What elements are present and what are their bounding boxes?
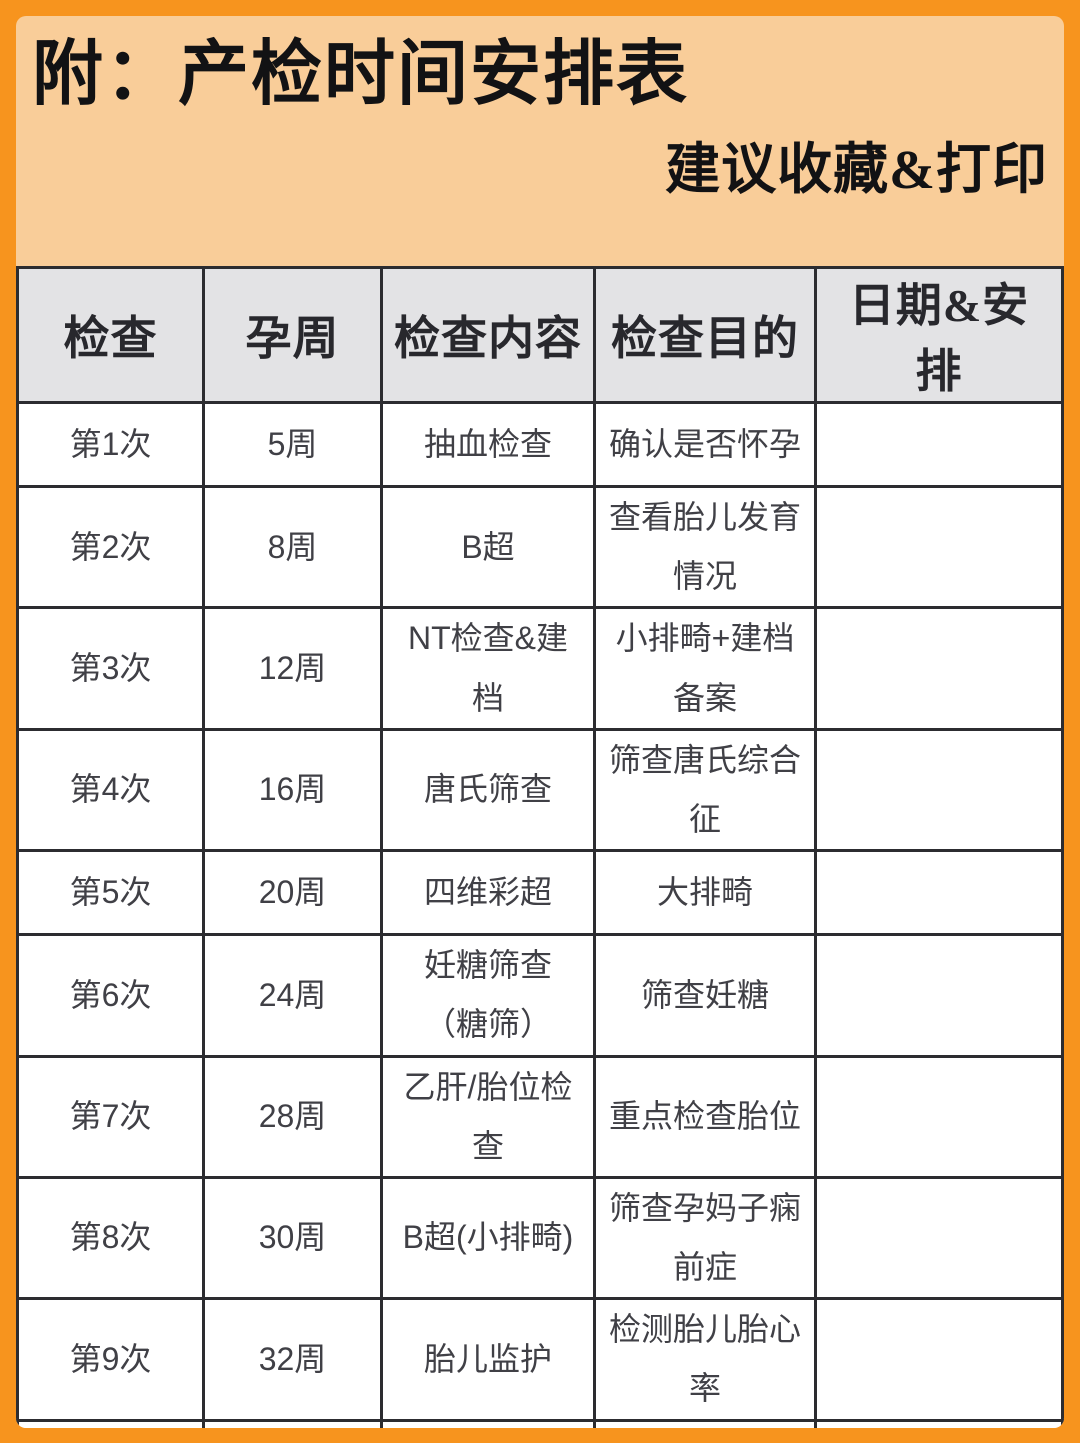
cell-checkup-no: 第7次 [16,1054,205,1179]
table-row: 第8次 30周 B超(小排畸) 筛查孕妈子痫前症 [16,1175,1064,1301]
col-header-content: 检查内容 [380,266,596,404]
cell-date [814,484,1064,610]
cell-week: 30周 [202,1175,383,1301]
cell-date [814,727,1064,853]
cell-content: 抽血检查 [380,401,596,488]
page-subtitle: 建议收藏&打印 [665,139,1048,201]
cell-week: 5周 [202,401,383,488]
cell-content: B超(小排畸) [380,1175,596,1301]
cell-week: 28周 [202,1054,383,1179]
header-area: 附：产检时间安排表 建议收藏&打印 [16,16,1064,266]
cell-week: 12周 [202,606,383,731]
cell-content: B超 [380,484,596,610]
cell-purpose: 重点检查胎位 [593,1054,817,1179]
cell-content: 胎儿监护 [380,1297,596,1422]
cell-week: 16周 [202,727,383,853]
cell-week: 20周 [202,849,383,937]
table-row: 第5次 20周 四维彩超 大排畸 [16,849,1064,937]
cell-purpose: 筛查孕妈子痫前症 [593,1175,817,1301]
cell-content: 四维彩超 [380,849,596,937]
cell-date [814,1054,1064,1179]
cell-date [814,606,1064,731]
table-row: 第1次 5周 抽血检查 确认是否怀孕 [16,401,1064,488]
cell-checkup-no: 第1次 [16,401,205,488]
cell-date [814,1418,1064,1428]
table-row: 第4次 16周 唐氏筛查 筛查唐氏综合征 [16,727,1064,853]
checkup-schedule-table: 检查 孕周 检查内容 检查目的 日期&安排 第1次 5周 抽血检查 确认是否怀孕… [16,266,1064,1428]
table-row: 第7次 28周 乙肝/胎位检查 重点检查胎位 [16,1054,1064,1179]
cell-purpose: 大排畸 [593,849,817,937]
table-row: 第2次 8周 B超 查看胎儿发育情况 [16,484,1064,610]
cell-checkup-no: 第4次 [16,727,205,853]
table-header-row: 检查 孕周 检查内容 检查目的 日期&安排 [16,266,1064,404]
cell-week: 32周 [202,1297,383,1422]
cell-date [814,849,1064,937]
cell-week: 24周 [202,933,383,1058]
cell-content: 唐氏筛查 [380,727,596,853]
cell-checkup-no: 第3次 [16,606,205,731]
cell-purpose: 评估胎儿体重 [593,1418,817,1428]
cell-week: 8周 [202,484,383,610]
cell-date [814,933,1064,1058]
cell-date [814,1175,1064,1301]
cell-purpose: 筛查妊糖 [593,933,817,1058]
cell-checkup-no: 第8次 [16,1175,205,1301]
cell-purpose: 小排畸+建档备案 [593,606,817,731]
col-header-week: 孕周 [202,266,383,404]
cell-content: 乙肝/胎位检查 [380,1054,596,1179]
cell-purpose: 检测胎儿胎心率 [593,1297,817,1422]
cell-checkup-no: 第2次 [16,484,205,610]
page-title: 附：产检时间安排表 [32,36,690,114]
cell-purpose: 确认是否怀孕 [593,401,817,488]
poster-panel: 附：产检时间安排表 建议收藏&打印 检查 孕周 检查内容 检查目的 日期&安排 … [16,16,1064,1428]
cell-purpose: 筛查唐氏综合征 [593,727,817,853]
cell-content: 胎心监护 [380,1418,596,1428]
cell-date [814,401,1064,488]
table-row: 第3次 12周 NT检查&建档 小排畸+建档备案 [16,606,1064,731]
table-row: 第10次 34周 胎心监护 评估胎儿体重 [16,1418,1064,1428]
cell-purpose: 查看胎儿发育情况 [593,484,817,610]
cell-checkup-no: 第9次 [16,1297,205,1422]
cell-checkup-no: 第10次 [16,1418,205,1428]
cell-date [814,1297,1064,1422]
col-header-checkup: 检查 [16,266,205,404]
col-header-purpose: 检查目的 [593,266,817,404]
cell-checkup-no: 第6次 [16,933,205,1058]
table-row: 第6次 24周 妊糖筛查（糖筛） 筛查妊糖 [16,933,1064,1058]
col-header-date: 日期&安排 [814,266,1064,404]
cell-content: NT检查&建档 [380,606,596,731]
table-row: 第9次 32周 胎儿监护 检测胎儿胎心率 [16,1297,1064,1422]
cell-content: 妊糖筛查（糖筛） [380,933,596,1058]
cell-week: 34周 [202,1418,383,1428]
cell-checkup-no: 第5次 [16,849,205,937]
